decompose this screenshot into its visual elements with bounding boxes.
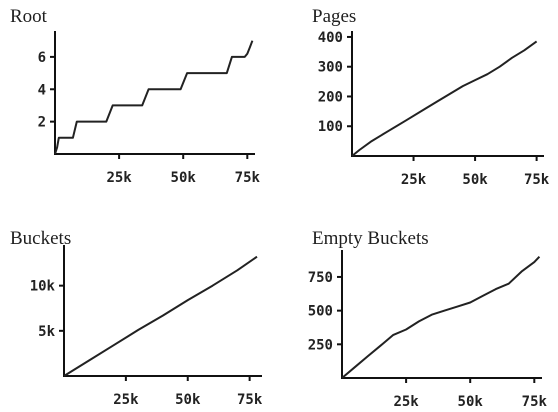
empty-buckets-chart: Empty Buckets 250 500 750 25k 50k 75k bbox=[308, 228, 548, 410]
root-title: Root bbox=[10, 6, 48, 27]
empty-buckets-series-line bbox=[341, 256, 541, 379]
empty-buckets-ytick-label: 250 bbox=[308, 337, 333, 353]
empty-buckets-xtick-label: 75k bbox=[522, 394, 548, 410]
buckets-xtick-label: 50k bbox=[175, 392, 201, 408]
buckets-xtick-label: 25k bbox=[113, 392, 139, 408]
pages-ytick-label: 400 bbox=[318, 30, 343, 46]
buckets-ytick-label: 10k bbox=[30, 279, 56, 295]
empty-buckets-xtick-label: 50k bbox=[458, 394, 484, 410]
empty-buckets-xtick-label: 25k bbox=[393, 394, 419, 410]
empty-buckets-title: Empty Buckets bbox=[312, 228, 429, 249]
buckets-axes bbox=[63, 245, 262, 377]
pages-axes bbox=[351, 31, 544, 157]
root-axes bbox=[54, 31, 255, 155]
empty-buckets-axes bbox=[341, 250, 542, 379]
pages-title: Pages bbox=[312, 6, 356, 27]
buckets-chart: Buckets 5k 10k 25k 50k 75k bbox=[10, 228, 263, 408]
pages-ytick-label: 300 bbox=[318, 60, 343, 76]
root-xtick-label: 75k bbox=[235, 170, 261, 186]
pages-ytick-label: 200 bbox=[318, 89, 343, 105]
pages-series-line bbox=[351, 40, 538, 157]
root-xtick-label: 50k bbox=[171, 170, 197, 186]
pages-xtick-label: 75k bbox=[524, 172, 550, 188]
root-series-line bbox=[54, 40, 254, 155]
root-ytick-label: 4 bbox=[38, 82, 46, 98]
pages-ytick-label: 100 bbox=[318, 119, 343, 135]
empty-buckets-ytick-label: 750 bbox=[308, 270, 333, 286]
empty-buckets-ytick-label: 500 bbox=[308, 304, 333, 320]
buckets-series-line bbox=[63, 255, 258, 377]
root-ytick-label: 6 bbox=[38, 50, 46, 66]
pages-xtick-label: 50k bbox=[462, 172, 488, 188]
buckets-ytick-label: 5k bbox=[38, 324, 55, 340]
root-ytick-label: 2 bbox=[38, 115, 46, 131]
pages-xtick-label: 25k bbox=[401, 172, 427, 188]
buckets-title: Buckets bbox=[10, 228, 71, 249]
root-xtick-label: 25k bbox=[106, 170, 132, 186]
pages-chart: Pages 100 200 300 400 25k 50k 75k bbox=[312, 6, 550, 188]
buckets-xtick-label: 75k bbox=[237, 392, 263, 408]
root-chart: Root 2 4 6 25k 50k 75k bbox=[10, 6, 261, 186]
